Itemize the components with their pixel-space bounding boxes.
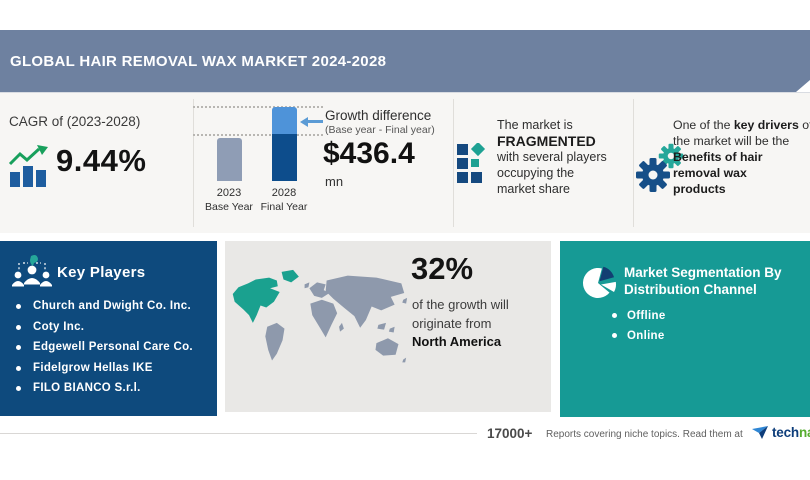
driver-prefix: One of the [673,118,734,132]
page-title: GLOBAL HAIR REMOVAL WAX MARKET 2024-2028 [10,52,387,70]
market-structure-section: The market is FRAGMENTED with several pl… [453,93,633,233]
brand-navio: navio [798,425,810,440]
fragmented-keyword: FRAGMENTED [497,133,596,149]
key-player-item: Church and Dwight Co. Inc. [16,296,193,317]
key-driver-section: One of the key drivers of the market wil… [633,93,810,233]
divider [193,99,194,227]
segmentation-list: Offline Online [612,306,666,346]
bar-caption: Final Year [260,201,308,213]
segmentation-item: Online [612,326,666,346]
bar-year-label: 2023 [216,187,242,199]
region-line2: originate from [412,315,492,331]
cagr-section: CAGR of (2023-2028) 9.44% [0,93,193,233]
reference-dotted-line [193,134,323,136]
technavio-logo: technavio [752,425,810,440]
footer-text: Reports covering niche topics. Read them… [546,429,743,440]
growth-difference-subtitle: (Base year - Final year) [325,124,435,136]
people-network-icon [12,255,52,287]
segmentation-title-line2: Distribution Channel [624,281,757,297]
gears-icon [636,143,684,192]
divider [633,99,634,227]
growth-chart-section: 2023 Base Year 2028 Final Year Growth di… [193,93,453,233]
footer-divider [0,433,477,434]
bar-2023 [217,138,242,181]
bar-caption: Base Year [205,201,253,213]
region-line1: of the growth will [412,297,509,312]
reference-dotted-line [193,106,323,108]
driver-bold: key drivers [733,118,799,132]
brand-tech: tech [772,425,799,440]
left-arrow-icon [300,116,323,127]
growth-difference-unit: mn [325,174,344,189]
paper-plane-icon [752,425,768,439]
brand-wordmark: technavio [772,425,810,440]
cagr-value: 9.44% [56,143,147,178]
pie-chart-icon [582,266,617,298]
driver-highlight: Benefits of hair removal wax products [673,150,763,196]
key-player-item: Fidelgrow Hellas IKE [16,358,193,379]
regional-growth-box: 32% of the growth will originate from No… [225,241,551,412]
key-players-list: Church and Dwight Co. Inc. Coty Inc. Edg… [16,296,193,399]
growth-difference-title: Growth difference [325,108,432,123]
header-bar: GLOBAL HAIR REMOVAL WAX MARKET 2024-2028 [0,30,810,92]
key-player-item: FILO BIANCO S.r.l. [16,378,193,399]
bar-year-label: 2028 [271,187,297,199]
growth-difference-value: $436.4 [323,137,415,170]
bar-2028-growth-segment [272,107,297,134]
driver-middle: of the market will be the [673,118,810,148]
footer-report-count: 17000+ [487,426,533,441]
regional-growth-text: of the growth will originate from North … [412,296,509,352]
key-driver-text: One of the key drivers of the market wil… [673,117,810,197]
bar-2028-base-segment [272,134,297,181]
bar-chart-up-arrow-icon [8,145,48,187]
key-player-item: Edgewell Personal Care Co. [16,337,193,358]
key-player-item: Coty Inc. [16,317,193,338]
scattered-squares-icon [457,143,486,183]
segmentation-item: Offline [612,306,666,326]
divider [453,99,454,227]
top-stats-row: CAGR of (2023-2028) 9.44% 2023 Base Year [0,92,810,233]
market-structure-text: The market is FRAGMENTED with several pl… [497,117,623,197]
region-name: North America [412,334,502,349]
bar-2028 [272,107,297,181]
segmentation-title: Market Segmentation By Distribution Chan… [624,265,782,298]
regional-growth-percent: 32% [411,251,474,286]
world-map-graphic [232,269,408,363]
key-players-box: Key Players Church and Dwight Co. Inc. C… [0,241,217,416]
key-players-title: Key Players [57,264,146,281]
cagr-label: CAGR of (2023-2028) [9,114,141,129]
segmentation-box: Market Segmentation By Distribution Chan… [560,241,810,417]
fragmented-rest: with several players occupying the marke… [497,150,607,196]
segmentation-title-line1: Market Segmentation By [624,265,782,280]
fragmented-line1: The market is [497,118,573,132]
